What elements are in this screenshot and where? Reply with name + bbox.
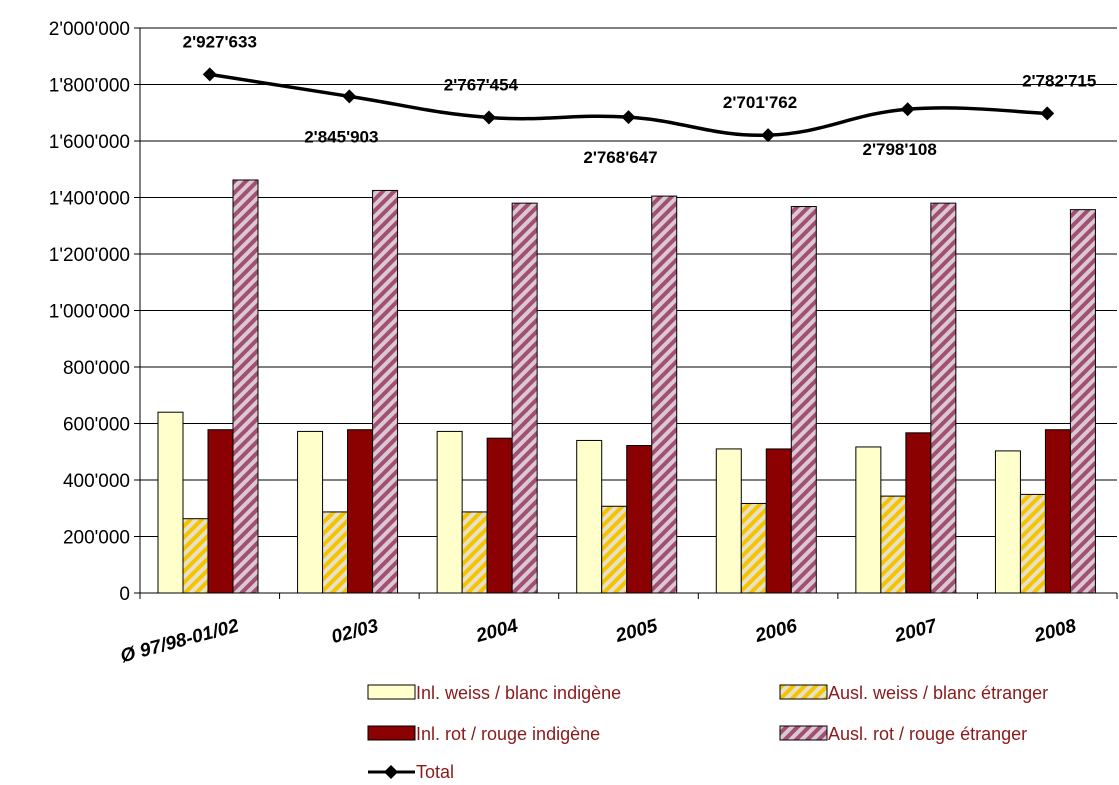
y-tick-label: 600'000 bbox=[63, 415, 130, 436]
bar bbox=[232, 179, 259, 594]
bar bbox=[182, 518, 209, 594]
bar bbox=[1019, 493, 1046, 594]
total-data-label: 2'768'647 bbox=[583, 148, 657, 167]
total-point bbox=[900, 102, 915, 117]
bar bbox=[855, 446, 882, 594]
bar bbox=[322, 511, 349, 594]
bar bbox=[601, 505, 628, 594]
total-data-label: 2'798'108 bbox=[863, 140, 937, 159]
bar bbox=[626, 445, 653, 594]
y-tick-label: 1'200'000 bbox=[49, 245, 130, 266]
total-point bbox=[1040, 106, 1055, 121]
legend-label: Total bbox=[416, 762, 454, 782]
legend-label: Inl. rot / rouge indigène bbox=[416, 724, 600, 744]
y-tick-label: 800'000 bbox=[63, 358, 130, 379]
bar bbox=[461, 511, 488, 594]
bar bbox=[207, 429, 234, 594]
x-tick-label: Ø 97/98-01/02 bbox=[118, 615, 241, 667]
x-tick-label: 2007 bbox=[892, 615, 941, 647]
total-point bbox=[761, 128, 776, 143]
y-tick-label: 1'600'000 bbox=[49, 132, 130, 153]
bar bbox=[347, 429, 374, 594]
bar bbox=[576, 439, 603, 594]
bar bbox=[436, 430, 463, 594]
x-tick-label: 2004 bbox=[473, 615, 521, 647]
bar bbox=[994, 450, 1021, 594]
y-tick-label: 400'000 bbox=[63, 471, 130, 492]
y-tick-label: 2'000'000 bbox=[49, 19, 130, 40]
x-axis: Ø 97/98-01/02 02/03 2004 2005 2006 2007 2008 bbox=[118, 592, 1118, 667]
total-label-background bbox=[167, 30, 278, 53]
bar bbox=[486, 437, 513, 594]
bar bbox=[372, 189, 399, 594]
bar bbox=[511, 202, 538, 594]
total-point bbox=[342, 89, 357, 104]
bars bbox=[157, 179, 1096, 594]
bar bbox=[790, 206, 817, 594]
y-tick-label: 1'000'000 bbox=[49, 302, 130, 323]
total-line-path bbox=[209, 72, 1048, 137]
bar bbox=[930, 202, 957, 594]
bar bbox=[715, 448, 742, 594]
total-point bbox=[621, 110, 636, 125]
legend-label: Inl. weiss / blanc indigène bbox=[416, 683, 621, 703]
bar bbox=[1044, 429, 1071, 594]
y-tick-label: 200'000 bbox=[63, 528, 130, 549]
y-tick-label: 1'800'000 bbox=[49, 76, 130, 97]
x-tick-label: 2008 bbox=[1031, 615, 1079, 647]
legend-swatch bbox=[367, 684, 416, 700]
bar bbox=[157, 411, 184, 594]
x-tick-label: 2005 bbox=[613, 615, 661, 647]
legend-marker bbox=[384, 765, 398, 779]
y-tick-label: 1'400'000 bbox=[49, 189, 130, 210]
legend-swatch bbox=[779, 684, 828, 700]
bar bbox=[740, 502, 767, 594]
legend: Inl. weiss / blanc indigène Ausl. weiss /… bbox=[367, 683, 1048, 782]
y-axis: 0 200'000 400'000 600'000 800'000 1'000'000 1'… bbox=[49, 19, 141, 605]
bar bbox=[880, 495, 907, 594]
y-tick-label: 0 bbox=[119, 584, 130, 605]
x-tick-label: 02/03 bbox=[329, 615, 381, 648]
bar bbox=[651, 195, 678, 594]
total-data-label: 2'782'715 bbox=[1022, 71, 1096, 90]
bar bbox=[765, 448, 792, 594]
legend-swatch bbox=[367, 725, 416, 741]
total-data-label: 2'845'903 bbox=[304, 127, 378, 146]
legend-label: Ausl. weiss / blanc étranger bbox=[828, 683, 1048, 703]
total-data-label: 2'701'762 bbox=[723, 93, 797, 112]
bar bbox=[905, 432, 932, 594]
bar bbox=[1069, 209, 1096, 594]
bar bbox=[297, 430, 324, 594]
x-tick-label: 2006 bbox=[752, 615, 800, 647]
total-data-label: 2'927'633 bbox=[183, 32, 257, 51]
total-point bbox=[481, 110, 496, 125]
total-data-label: 2'767'454 bbox=[444, 75, 519, 94]
legend-swatch bbox=[779, 725, 828, 741]
total-point bbox=[202, 67, 217, 82]
total-line: 2'927'633 2'845'903 2'767'454 2'768'647 2'70… bbox=[167, 30, 1096, 167]
legend-label: Ausl. rot / rouge étranger bbox=[828, 724, 1027, 744]
